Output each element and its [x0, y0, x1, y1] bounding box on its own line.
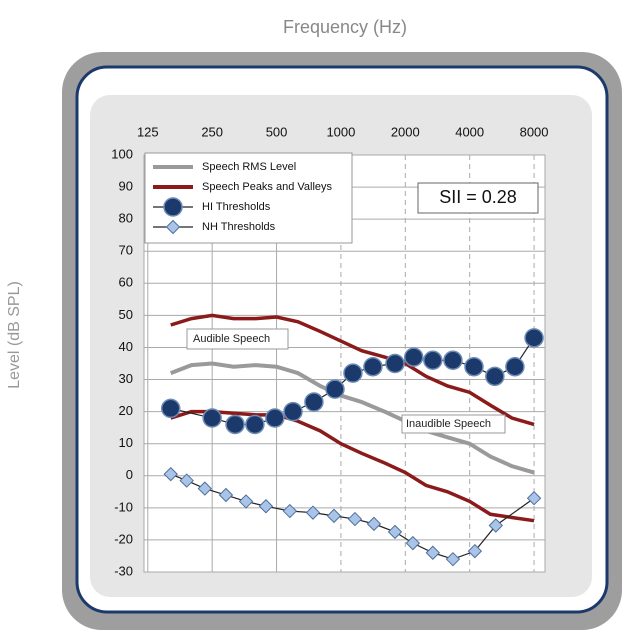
nh-marker: [405, 535, 421, 551]
y-tick-label: 90: [119, 179, 133, 194]
x-tick-label: 500: [266, 124, 288, 139]
hi-marker: [283, 401, 303, 422]
y-tick-label: -10: [114, 499, 133, 514]
nh-marker: [163, 466, 178, 482]
hi-marker: [423, 350, 443, 371]
nh-marker: [366, 516, 382, 532]
nh-marker: [218, 487, 234, 503]
marks: [160, 313, 544, 567]
annotation: SII = 0.28: [439, 187, 517, 207]
annotation-box: [417, 182, 539, 214]
series-line: [170, 409, 535, 523]
hi-marker: [485, 366, 505, 387]
hi-marker: [505, 356, 525, 377]
hi-marker: [464, 356, 484, 377]
x-tick-label: 8000: [520, 124, 549, 139]
series-line: [169, 361, 535, 475]
nh-marker: [258, 499, 274, 514]
nh-marker: [347, 511, 363, 527]
x-tick-label: 1000: [326, 124, 355, 139]
y-axis-label: Level (dB SPL): [6, 281, 23, 389]
annotation: Inaudible Speech: [406, 418, 491, 430]
nh-marker: [425, 545, 441, 560]
y-tick-label: 30: [119, 371, 133, 386]
hi-marker: [443, 350, 463, 371]
hi-marker: [385, 353, 405, 374]
y-tick-label: 40: [119, 339, 133, 354]
x-tick-label: 4000: [455, 124, 484, 139]
y-tick-label: 50: [119, 307, 133, 322]
y-tick-label: 60: [119, 275, 133, 290]
nh-marker: [445, 551, 461, 567]
legend-label: HI Thresholds: [202, 201, 271, 213]
annotation-box: [401, 414, 506, 434]
legend-swatch: [163, 197, 183, 217]
legend-label: NH Thresholds: [202, 221, 276, 233]
legend-swatch: [165, 219, 181, 235]
nh-marker: [305, 505, 321, 520]
series-line: [170, 313, 535, 427]
x-tick-label: 125: [137, 124, 159, 139]
hi-marker: [202, 408, 222, 428]
nh-marker: [387, 524, 403, 540]
hi-marker: [363, 356, 383, 377]
y-tick-label: 10: [119, 435, 133, 450]
hi-marker: [325, 379, 345, 399]
x-tick-label: 250: [201, 124, 223, 139]
y-tick-label: 0: [126, 467, 133, 482]
annotation-box: [186, 328, 289, 350]
annotations: Audible Speech Inaudible Speech SII = 0.…: [186, 182, 539, 434]
nh-marker: [526, 491, 542, 506]
nh-marker: [179, 473, 194, 488]
nh-marker: [238, 494, 254, 509]
y-tick-label: 70: [119, 243, 133, 258]
nh-marker: [282, 503, 298, 519]
chart-title: Frequency (Hz): [283, 17, 407, 37]
hi-marker: [524, 328, 544, 348]
hi-marker: [265, 408, 285, 428]
y-tick-label: -20: [114, 531, 133, 546]
hi-marker: [304, 392, 324, 412]
hi-marker: [160, 398, 181, 419]
y-tick-label: -30: [114, 563, 133, 578]
legend: Speech RMS Level Speech Peaks and Valleys…: [144, 152, 353, 244]
nh-marker: [467, 543, 483, 559]
hi-marker: [245, 414, 265, 435]
y-tick-label: 100: [111, 146, 133, 161]
y-tick-label: 20: [119, 403, 133, 418]
hi-marker: [225, 414, 245, 435]
annotation: Audible Speech: [193, 333, 270, 345]
legend-label: Speech RMS Level: [202, 161, 296, 173]
nh-marker: [488, 518, 504, 533]
legend-label: Speech Peaks and Valleys: [202, 181, 333, 193]
nh-marker: [326, 508, 342, 524]
hi-marker: [403, 347, 424, 367]
hi-marker: [343, 363, 363, 383]
nh-marker: [197, 481, 213, 496]
y-tick-label: 80: [119, 211, 133, 226]
x-tick-label: 2000: [391, 124, 420, 139]
